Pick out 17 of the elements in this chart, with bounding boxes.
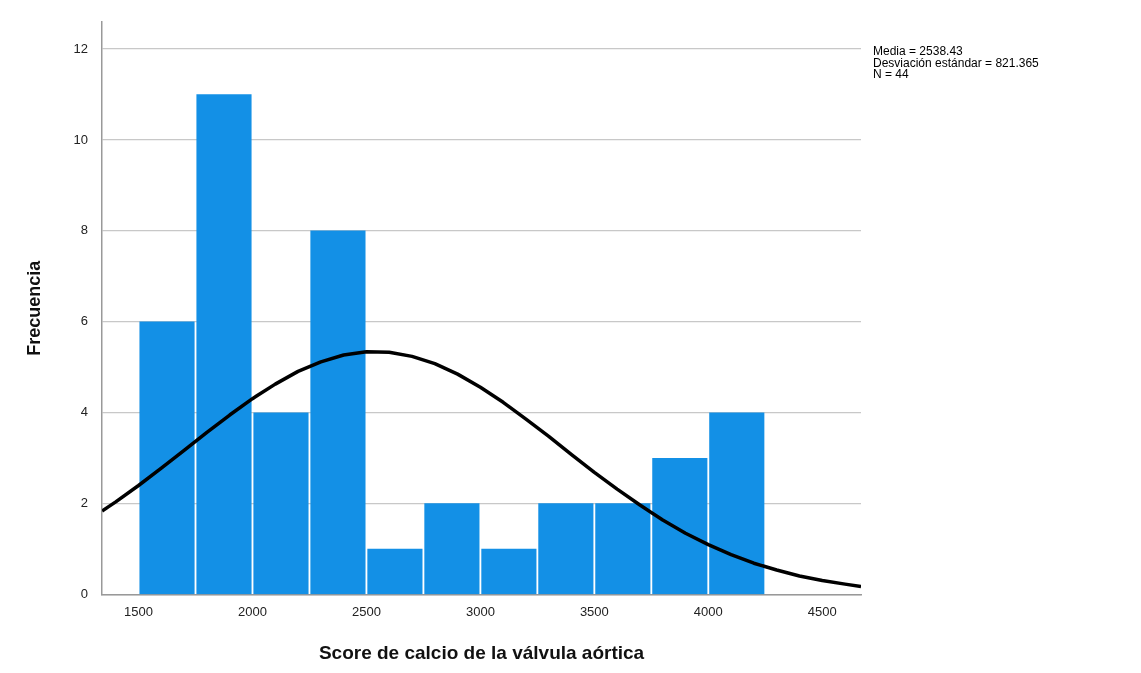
- x-tick-label: 3500: [579, 603, 609, 619]
- y-tick-label: 6: [80, 313, 89, 329]
- x-tick-label: 2500: [351, 603, 381, 619]
- y-tick-label: 2: [80, 495, 89, 511]
- y-tick-label: 4: [80, 404, 89, 420]
- y-tick-label: 12: [73, 40, 89, 56]
- x-axis-title: Score de calcio de la válvula aórtica: [318, 641, 645, 663]
- x-tick-label: 2000: [238, 603, 267, 619]
- y-tick-label: 0: [80, 586, 89, 602]
- y-tick-label: 10: [73, 131, 89, 147]
- y-axis-title: Frecuencia: [23, 259, 44, 356]
- x-tick-label: 3000: [465, 603, 495, 619]
- x-tick-label: 1500: [124, 603, 153, 619]
- y-tick-label: 8: [80, 222, 89, 238]
- x-tick-label: 4500: [807, 603, 837, 619]
- text: N = 44: [873, 67, 910, 82]
- x-tick-label: 4000: [693, 603, 723, 619]
